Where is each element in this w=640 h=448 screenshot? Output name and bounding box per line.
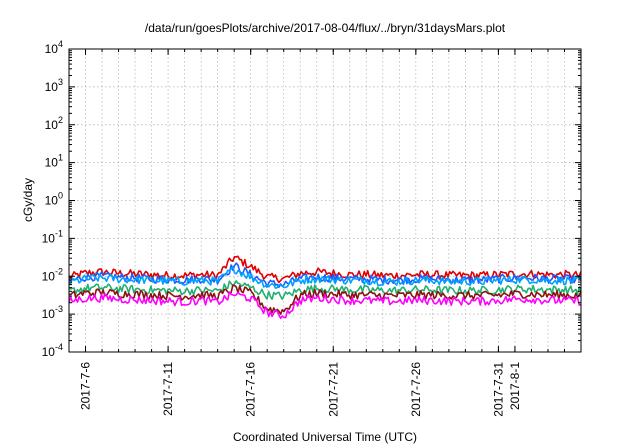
- x-tick-label: 2017-7-21: [326, 362, 340, 417]
- y-tick-label: 100: [45, 191, 63, 208]
- series-line: [68, 255, 582, 284]
- x-tick-label: 2017-7-11: [161, 362, 175, 416]
- y-tick-label: 10-2: [42, 266, 63, 283]
- series-lines: [68, 255, 582, 320]
- x-tick-label: 2017-8-1: [508, 362, 522, 410]
- y-tick-label: 10-4: [42, 342, 63, 359]
- y-tick-label: 103: [45, 77, 63, 94]
- series-line: [68, 265, 582, 289]
- x-axis-label: Coordinated Universal Time (UTC): [233, 430, 417, 444]
- y-tick-label: 10-3: [42, 304, 63, 321]
- y-tick-label: 104: [45, 39, 63, 56]
- chart-title: /data/run/goesPlots/archive/2017-08-04/f…: [145, 21, 506, 35]
- x-tick-label: 2017-7-6: [79, 362, 93, 410]
- x-tick-label: 2017-7-31: [491, 362, 505, 417]
- series-line: [68, 262, 582, 289]
- series-line: [68, 284, 582, 315]
- x-axis-ticks: 2017-7-6 2017-7-11 2017-7-16 2017-7-21 2017-…: [79, 49, 565, 417]
- y-tick-label: 101: [45, 153, 63, 170]
- y-tick-label: 102: [45, 115, 63, 132]
- y-axis-ticks: 10-4 10-3 10-2 10-1 100 101 102 103 104: [42, 39, 581, 359]
- x-tick-label: 2017-7-16: [244, 362, 258, 417]
- grid-lines: [69, 49, 581, 352]
- y-axis-label: cGy/day: [21, 178, 35, 222]
- y-tick-label: 10-1: [42, 228, 63, 245]
- x-tick-label: 2017-7-26: [409, 362, 423, 417]
- series-line: [68, 291, 582, 320]
- series-line: [68, 280, 582, 301]
